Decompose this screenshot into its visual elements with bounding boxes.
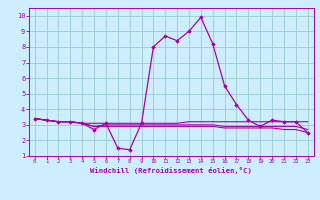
X-axis label: Windchill (Refroidissement éolien,°C): Windchill (Refroidissement éolien,°C) [90, 167, 252, 174]
